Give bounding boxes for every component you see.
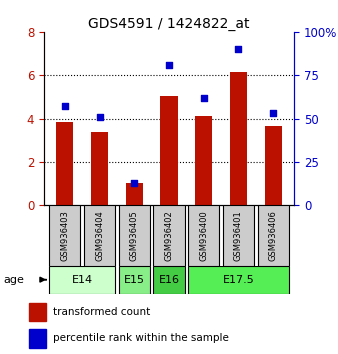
Text: percentile rank within the sample: percentile rank within the sample (53, 333, 229, 343)
Text: GSM936404: GSM936404 (95, 210, 104, 261)
Point (201, 95, 207, 101)
Bar (84, 205, 115, 266)
Bar (56, 122, 73, 205)
Bar (160, 96, 178, 205)
Point (166, 62, 172, 68)
Text: GSM936401: GSM936401 (234, 210, 243, 261)
Bar (258, 205, 289, 266)
Bar (126, 183, 143, 205)
Bar (49, 205, 80, 266)
Bar (265, 126, 282, 205)
Bar (223, 205, 254, 266)
Text: GSM936403: GSM936403 (60, 210, 69, 261)
Text: transformed count: transformed count (53, 307, 151, 317)
Text: age: age (3, 275, 24, 285)
Bar (29, 303, 46, 321)
Point (236, 46, 241, 52)
Bar (119, 205, 150, 266)
Point (270, 110, 276, 116)
Text: GSM936406: GSM936406 (269, 210, 278, 261)
Title: GDS4591 / 1424822_at: GDS4591 / 1424822_at (88, 17, 250, 31)
Text: E17.5: E17.5 (223, 275, 255, 285)
Bar (188, 266, 289, 294)
Bar (91, 132, 108, 205)
Point (131, 180, 137, 185)
Text: GSM936402: GSM936402 (165, 210, 173, 261)
Bar (49, 266, 115, 294)
Point (62, 104, 68, 109)
Bar (153, 266, 185, 294)
Bar (195, 116, 212, 205)
Text: E16: E16 (159, 275, 179, 285)
Bar (119, 266, 150, 294)
Bar (29, 329, 46, 348)
Bar (188, 205, 219, 266)
Bar (230, 72, 247, 205)
Point (97, 114, 102, 120)
Text: E14: E14 (72, 275, 93, 285)
Text: E15: E15 (124, 275, 145, 285)
Text: GSM936400: GSM936400 (199, 210, 208, 261)
Bar (153, 205, 185, 266)
Text: GSM936405: GSM936405 (130, 210, 139, 261)
